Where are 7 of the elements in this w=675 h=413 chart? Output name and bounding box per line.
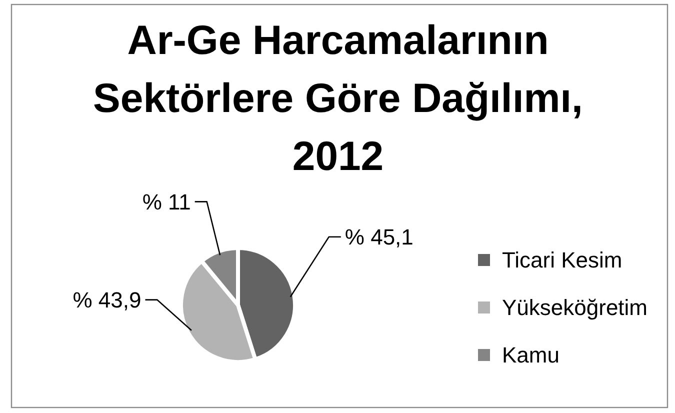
data-label: % 45,1: [344, 224, 414, 250]
data-label: % 43,9: [72, 288, 142, 313]
legend-label: Kamu: [502, 342, 560, 368]
legend-label: Ticari Kesim: [502, 248, 622, 273]
chart-title: Ar-Ge Harcamalarının Sektörlere Göre Dağılımı, 2012: [93, 17, 583, 179]
data-label: % 11: [142, 189, 191, 214]
legend-label: Yükseköğretim: [502, 295, 648, 320]
